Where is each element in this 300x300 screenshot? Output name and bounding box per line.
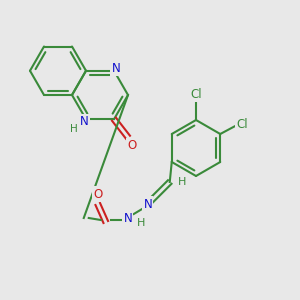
Text: O: O [128, 139, 136, 152]
Text: N: N [80, 115, 88, 128]
Text: O: O [93, 188, 102, 200]
Text: N: N [112, 62, 120, 75]
Text: H: H [178, 177, 186, 187]
Text: N: N [123, 212, 132, 224]
Text: Cl: Cl [190, 88, 202, 100]
Text: Cl: Cl [236, 118, 248, 130]
Text: N: N [143, 197, 152, 211]
Text: H: H [136, 218, 145, 228]
Text: H: H [70, 124, 78, 134]
